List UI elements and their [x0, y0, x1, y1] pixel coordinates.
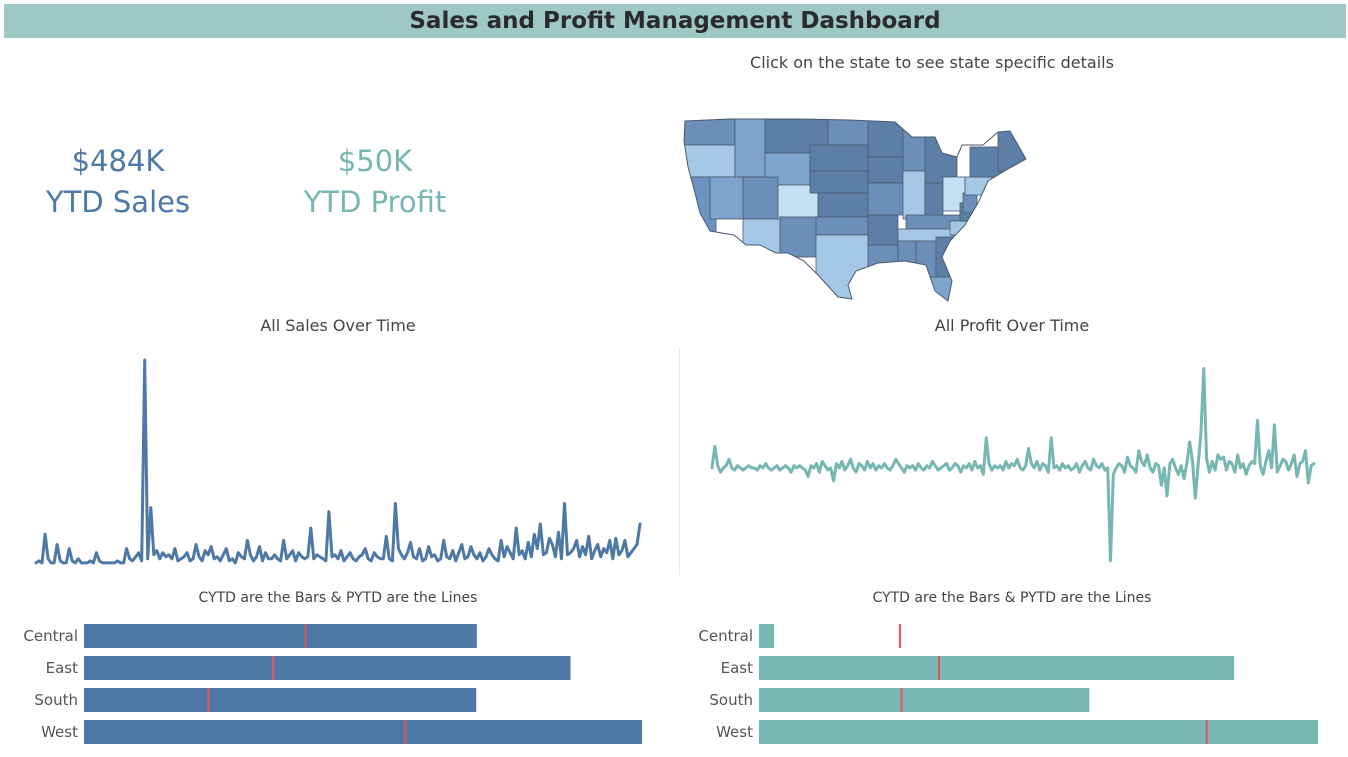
- category-label-south: South: [709, 691, 753, 709]
- state-alabama[interactable]: [915, 240, 937, 282]
- state-utah[interactable]: [742, 176, 779, 220]
- sales-bars-title: CYTD are the Bars & PYTD are the Lines: [198, 590, 478, 606]
- sales-chart-title: All Sales Over Time: [260, 316, 416, 335]
- profit-bars-title: CYTD are the Bars & PYTD are the Lines: [872, 590, 1152, 606]
- sales-region-bar-chart[interactable]: Central East South West: [0, 620, 674, 750]
- state-nebraska[interactable]: [809, 170, 869, 194]
- state-south-carolina[interactable]: [951, 232, 977, 256]
- profit-region-bar-chart[interactable]: Central East South West: [676, 620, 1346, 750]
- state-louisiana[interactable]: [867, 244, 899, 272]
- state-kansas[interactable]: [817, 192, 869, 218]
- profit-cytd-bar-west[interactable]: [759, 720, 1318, 744]
- state-new-mexico[interactable]: [779, 216, 817, 258]
- us-state-map[interactable]: [680, 115, 1032, 305]
- category-label-west: West: [716, 723, 753, 741]
- category-label-west: West: [41, 723, 78, 741]
- ytd-sales-label: YTD Sales: [45, 185, 191, 219]
- ytd-sales-value: $484K: [71, 144, 165, 178]
- state-north-carolina[interactable]: [949, 220, 991, 236]
- dashboard-title: Sales and Profit Management Dashboard: [409, 8, 941, 34]
- profit-cytd-bar-east[interactable]: [759, 656, 1235, 680]
- state-georgia[interactable]: [935, 236, 959, 278]
- state-arkansas[interactable]: [867, 214, 899, 246]
- sales-cytd-bar-east[interactable]: [84, 656, 571, 680]
- profit-cytd-bar-central[interactable]: [759, 624, 775, 648]
- state-south-dakota[interactable]: [809, 144, 869, 172]
- map-caption: Click on the state to see state specific…: [750, 53, 1114, 72]
- sales-cytd-bar-south[interactable]: [84, 688, 477, 712]
- category-label-east: East: [46, 659, 78, 677]
- ytd-profit-value: $50K: [337, 144, 413, 178]
- dashboard-header: Sales and Profit Management Dashboard: [4, 4, 1346, 38]
- state-arizona[interactable]: [742, 218, 781, 260]
- sales-cytd-bar-central[interactable]: [84, 624, 477, 648]
- state-michigan[interactable]: [924, 134, 958, 184]
- ytd-sales-kpi: $484K YTD Sales: [18, 141, 218, 223]
- ytd-profit-kpi: $50K YTD Profit: [275, 141, 475, 223]
- profit-line-chart[interactable]: [680, 349, 1344, 575]
- state-new-jersey[interactable]: [996, 176, 1006, 196]
- category-label-east: East: [721, 659, 753, 677]
- state-idaho[interactable]: [734, 115, 766, 178]
- sales-line-chart[interactable]: [4, 349, 672, 575]
- state-minnesota[interactable]: [867, 115, 904, 158]
- profit-series-line[interactable]: [710, 367, 1316, 563]
- category-label-central: Central: [23, 627, 78, 645]
- sales-series-line[interactable]: [34, 358, 642, 565]
- ytd-profit-label: YTD Profit: [303, 185, 447, 219]
- state-nevada[interactable]: [709, 176, 744, 220]
- chart-divider: [679, 349, 680, 575]
- state-indiana[interactable]: [924, 182, 944, 220]
- state-oklahoma[interactable]: [815, 216, 869, 236]
- profit-chart-title: All Profit Over Time: [934, 316, 1090, 335]
- state-illinois[interactable]: [902, 170, 926, 220]
- state-west-virginia[interactable]: [962, 192, 978, 214]
- sales-cytd-bar-west[interactable]: [84, 720, 642, 744]
- category-label-south: South: [34, 691, 78, 709]
- state-oregon[interactable]: [680, 144, 736, 178]
- state-missouri[interactable]: [867, 182, 907, 216]
- state-pennsylvania[interactable]: [964, 176, 998, 196]
- profit-cytd-bar-south[interactable]: [759, 688, 1090, 712]
- category-label-central: Central: [698, 627, 753, 645]
- state-iowa[interactable]: [867, 156, 904, 184]
- state-florida[interactable]: [919, 276, 961, 305]
